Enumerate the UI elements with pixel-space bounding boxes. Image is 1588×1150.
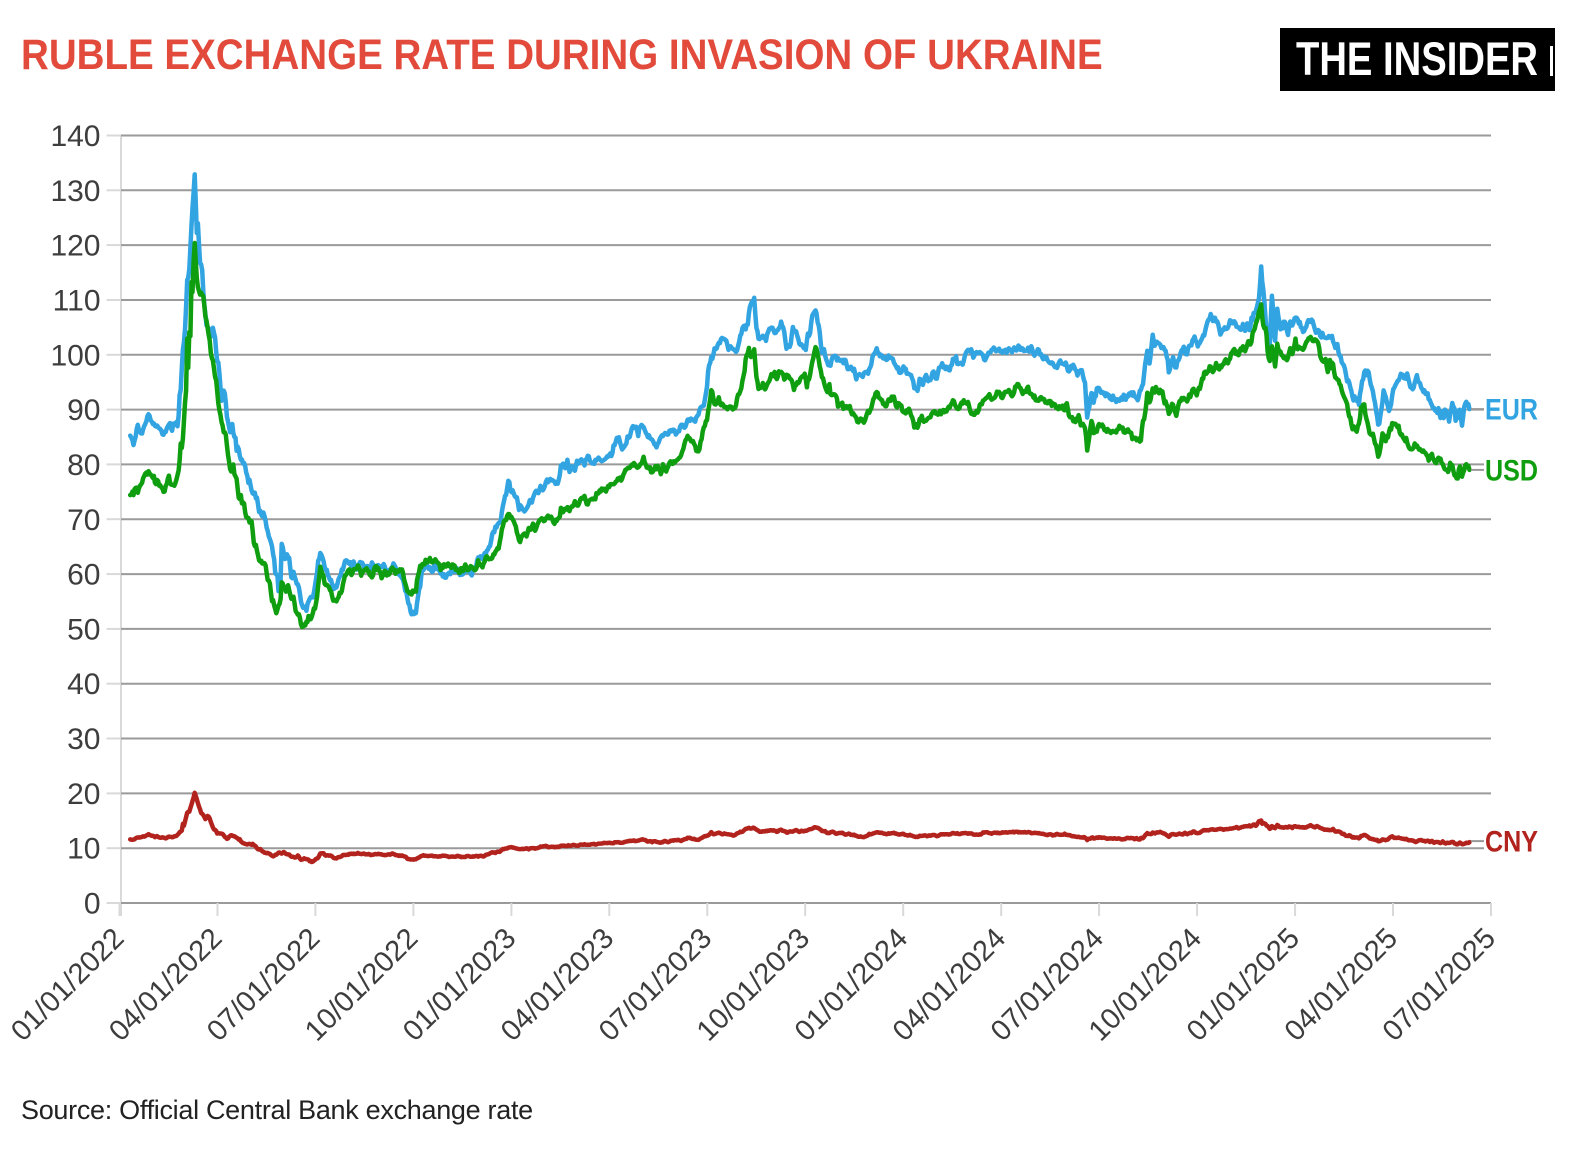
svg-text:50: 50 xyxy=(67,613,100,646)
svg-text:EUR: EUR xyxy=(1485,394,1538,427)
svg-text:130: 130 xyxy=(50,175,100,208)
svg-text:140: 140 xyxy=(50,120,100,153)
svg-text:20: 20 xyxy=(67,778,100,811)
svg-text:10: 10 xyxy=(67,833,100,866)
svg-text:USD: USD xyxy=(1485,454,1538,487)
svg-text:70: 70 xyxy=(67,504,100,537)
svg-text:0: 0 xyxy=(84,888,101,921)
svg-text:60: 60 xyxy=(67,559,100,592)
svg-text:80: 80 xyxy=(67,449,100,482)
svg-text:110: 110 xyxy=(53,285,101,318)
svg-text:100: 100 xyxy=(50,339,100,372)
svg-text:30: 30 xyxy=(67,723,100,756)
svg-text:90: 90 xyxy=(67,394,100,427)
svg-text:CNY: CNY xyxy=(1485,826,1538,859)
svg-text:40: 40 xyxy=(67,668,100,701)
svg-text:120: 120 xyxy=(50,230,100,263)
